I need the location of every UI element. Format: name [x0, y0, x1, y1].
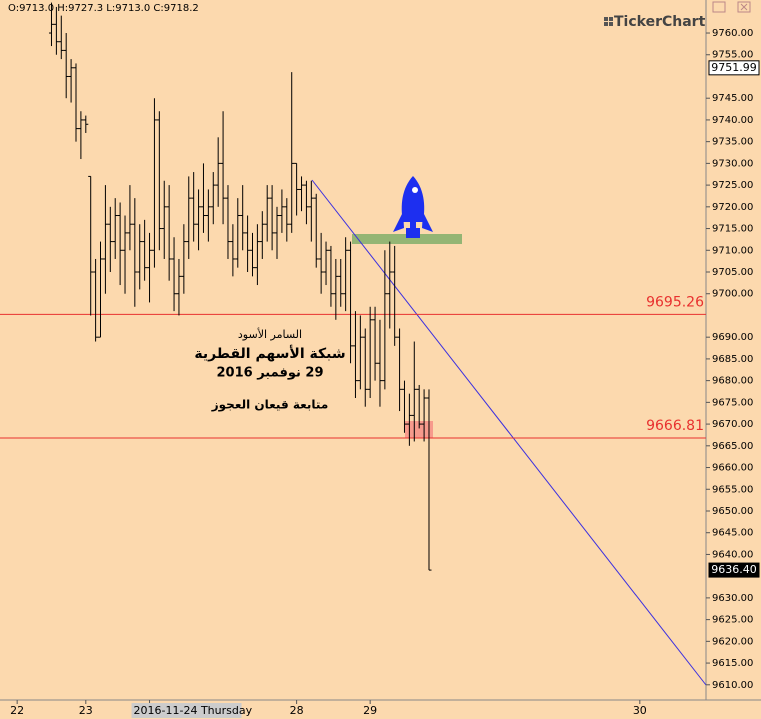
close-icon — [740, 3, 748, 11]
y-tick-label: 9670.00 — [712, 419, 753, 430]
horizontal-line-label: 9695.26 — [646, 294, 704, 310]
y-tick-label: 9620.00 — [712, 636, 753, 647]
y-tick-label: 9610.00 — [712, 680, 753, 691]
x-tick-label: 2016-11-24 Thursday — [134, 704, 253, 717]
highlight-zone — [405, 421, 433, 438]
annotation: شبكة الأسهم القطرية — [194, 345, 345, 362]
y-tick-label: 9690.00 — [712, 332, 753, 343]
y-tick-label: 9735.00 — [712, 137, 753, 148]
y-tick-label: 9675.00 — [712, 397, 753, 408]
y-tick-label: 9730.00 — [712, 158, 753, 169]
price-marker-box — [708, 60, 760, 76]
y-tick-label: 9715.00 — [712, 224, 753, 235]
x-tick-label: 22 — [10, 704, 24, 717]
y-tick-label: 9725.00 — [712, 180, 753, 191]
close-button[interactable] — [737, 1, 751, 13]
trend-line — [311, 179, 707, 686]
y-tick-label: 9760.00 — [712, 28, 753, 39]
x-tick-label: 29 — [363, 704, 377, 717]
restore-button[interactable] — [712, 1, 726, 13]
y-tick-label: 9710.00 — [712, 245, 753, 256]
y-tick-label: 9740.00 — [712, 115, 753, 126]
x-tick-label: 28 — [290, 704, 304, 717]
price-marker-label: 9636.40 — [711, 563, 757, 576]
y-tick-label: 9630.00 — [712, 593, 753, 604]
highlight-zone — [352, 234, 462, 244]
y-tick-label: 9700.00 — [712, 289, 753, 300]
annotation: 29 نوفمبر 2016 — [217, 366, 324, 381]
y-tick-label: 9660.00 — [712, 463, 753, 474]
y-tick-label: 9705.00 — [712, 267, 753, 278]
horizontal-line-label: 9666.81 — [646, 418, 704, 434]
logo: TickerChart — [614, 14, 706, 30]
annotation: السامر الأسود — [238, 327, 302, 341]
price-marker-box — [708, 562, 760, 578]
ohlc-bars — [48, 2, 432, 571]
y-tick-label: 9650.00 — [712, 506, 753, 517]
y-tick-label: 9720.00 — [712, 202, 753, 213]
x-tick-label: 23 — [79, 704, 93, 717]
x-crosshair-label-bg — [131, 703, 242, 718]
y-tick-label: 9685.00 — [712, 354, 753, 365]
price-marker-label: 9751.99 — [711, 61, 757, 74]
window-buttons[interactable] — [712, 1, 751, 13]
y-tick-label: 9645.00 — [712, 528, 753, 539]
y-tick-label: 9755.00 — [712, 50, 753, 61]
annotation-group: السامر الأسود شبكة الأسهم القطرية 29 نوف… — [194, 327, 345, 413]
y-tick-label: 9745.00 — [712, 93, 753, 104]
y-tick-label: 9655.00 — [712, 484, 753, 495]
rocket-icon — [393, 176, 433, 238]
x-tick-label: 30 — [633, 704, 647, 717]
annotation: متابعة قيعان العجوز — [211, 398, 329, 413]
logo-icon — [604, 17, 613, 26]
y-tick-label: 9625.00 — [712, 615, 753, 626]
ohlc-header: O:9713.0 H:9727.3 L:9713.0 C:9718.2 — [8, 3, 199, 14]
y-tick-label: 9615.00 — [712, 658, 753, 669]
y-tick-label: 9640.00 — [712, 549, 753, 560]
y-tick-label: 9665.00 — [712, 441, 753, 452]
y-tick-label: 9680.00 — [712, 376, 753, 387]
